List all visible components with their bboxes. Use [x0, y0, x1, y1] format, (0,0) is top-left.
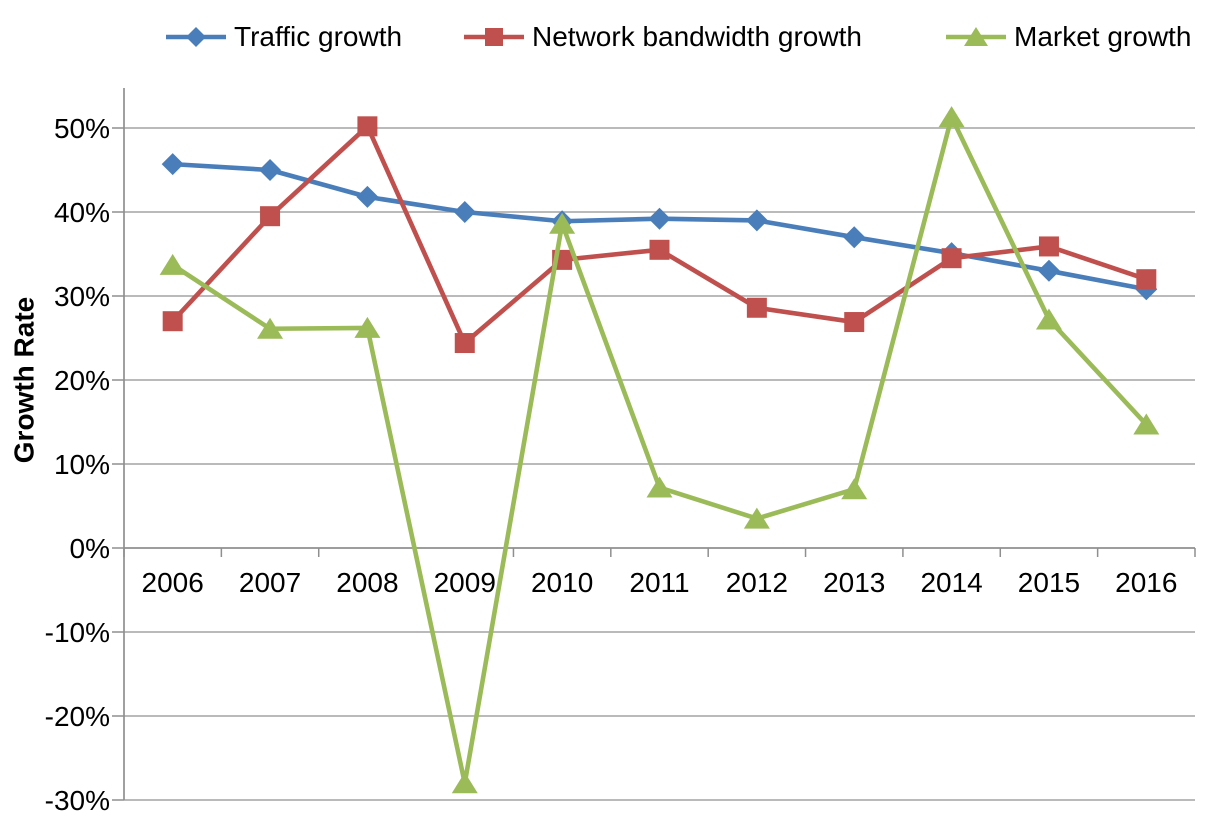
y-tick-label: 0%	[70, 533, 110, 564]
series-marker-traffic-growth	[259, 159, 282, 181]
series-marker-traffic-growth	[1037, 259, 1060, 282]
y-tick-label: 10%	[54, 449, 110, 480]
x-tick-label: 2008	[336, 567, 398, 598]
legend-label-traffic-growth: Traffic growth	[234, 21, 403, 52]
series-marker-network-bandwidth-growth	[162, 311, 183, 332]
legend-label-market-growth: Market growth	[1014, 21, 1192, 52]
series-line-network-bandwidth-growth	[170, 124, 1149, 346]
legend-item-network-bandwidth-growth: Network bandwidth growth	[463, 22, 862, 52]
y-axis-title: Growth Rate	[9, 297, 40, 463]
series-marker-network-bandwidth-growth	[941, 248, 962, 269]
series-marker-market-growth	[257, 317, 284, 339]
series-marker-market-growth	[549, 212, 576, 234]
series-marker-market-growth	[159, 253, 186, 275]
y-tick-label: 50%	[54, 113, 110, 144]
legend-key-triangle	[964, 27, 988, 46]
series-marker-network-bandwidth-growth	[844, 312, 865, 333]
series-marker-market-growth	[1133, 413, 1160, 435]
series-marker-market-growth	[938, 106, 965, 128]
series-marker-network-bandwidth-growth	[454, 333, 475, 354]
legend-key-square	[485, 28, 503, 46]
x-tick-label: 2014	[920, 567, 982, 598]
series-marker-market-growth	[354, 316, 381, 338]
y-tick-label: -30%	[45, 785, 110, 816]
chart-legend: Traffic growth Network bandwidth growth …	[0, 0, 1213, 72]
y-tick-label: -20%	[45, 701, 110, 732]
series-marker-network-bandwidth-growth	[260, 206, 281, 227]
series-marker-network-bandwidth-growth	[746, 297, 767, 318]
triangle-icon	[946, 27, 1006, 46]
legend-item-traffic-growth: Traffic growth	[165, 22, 402, 52]
x-tick-label: 2012	[726, 567, 788, 598]
y-tick-label: 20%	[54, 365, 110, 396]
legend-item-market-growth: Market growth	[945, 22, 1191, 52]
y-tick-label: -10%	[45, 617, 110, 648]
series-marker-traffic-growth	[453, 201, 476, 223]
legend-key-diamond	[186, 27, 206, 47]
x-tick-label: 2006	[142, 567, 204, 598]
series-marker-traffic-growth	[843, 226, 866, 249]
series-marker-market-growth	[451, 772, 478, 794]
y-tick-label: 40%	[54, 197, 110, 228]
series-marker-traffic-growth	[745, 209, 768, 232]
square-icon	[464, 28, 524, 46]
series-marker-network-bandwidth-growth	[1136, 269, 1157, 290]
y-tick-label: 30%	[54, 281, 110, 312]
legend-label-network-bandwidth-growth: Network bandwidth growth	[532, 21, 862, 52]
series-marker-market-growth	[841, 478, 868, 500]
x-tick-label: 2011	[629, 567, 689, 598]
x-tick-label: 2007	[239, 567, 301, 598]
x-tick-label: 2009	[434, 567, 496, 598]
x-tick-label: 2010	[531, 567, 593, 598]
series-marker-traffic-growth	[356, 185, 379, 208]
series-marker-market-growth	[743, 507, 770, 529]
series-marker-market-growth	[646, 476, 673, 498]
series-marker-network-bandwidth-growth	[357, 116, 378, 137]
series-marker-network-bandwidth-growth	[1038, 236, 1059, 257]
x-tick-label: 2016	[1115, 567, 1177, 598]
diamond-icon	[166, 27, 226, 47]
x-tick-label: 2013	[823, 567, 885, 598]
x-tick-label: 2015	[1018, 567, 1080, 598]
series-marker-market-growth	[1035, 308, 1062, 330]
series-marker-traffic-growth	[161, 153, 184, 176]
series-marker-network-bandwidth-growth	[649, 239, 670, 260]
series-marker-traffic-growth	[648, 207, 671, 230]
